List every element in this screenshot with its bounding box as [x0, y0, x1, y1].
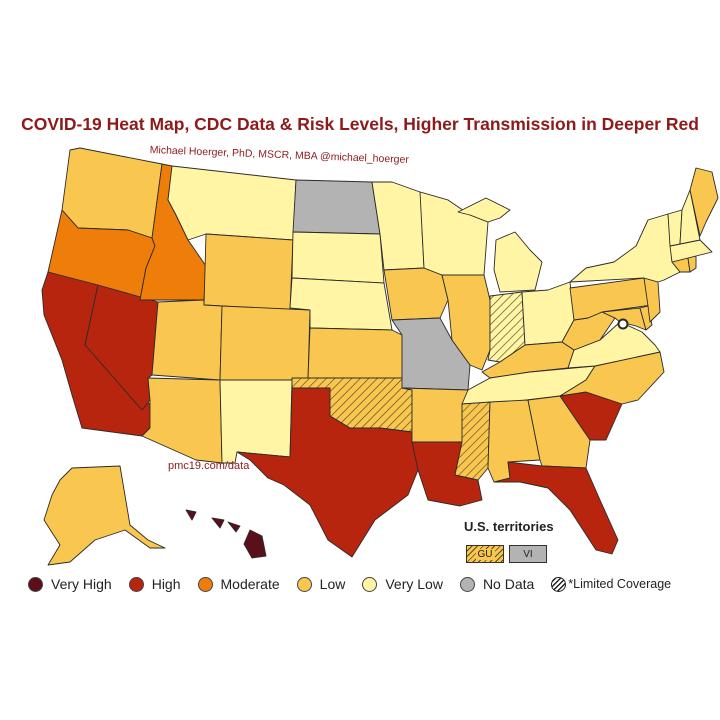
state-mt[interactable]	[167, 165, 297, 241]
legend-item-no-data: No Data	[459, 576, 535, 592]
state-tx[interactable]	[236, 387, 419, 558]
legend-item-limited-coverage: *Limited Coverage	[551, 576, 672, 592]
legend-swatch-limited-coverage	[551, 576, 567, 592]
legend-label: No Data	[482, 576, 535, 592]
legend-swatch-high	[128, 576, 144, 592]
territory-gu[interactable]: GU	[466, 545, 504, 563]
legend-item-high: High	[128, 576, 181, 592]
legend-swatch-low	[296, 576, 312, 592]
state-hi[interactable]	[185, 509, 267, 559]
state-wy[interactable]	[203, 233, 294, 311]
legend-swatch-very-low	[362, 576, 378, 592]
legend-item-very-high: Very High	[28, 576, 112, 592]
state-mo[interactable]	[391, 317, 471, 391]
state-me[interactable]	[689, 167, 719, 237]
state-nd[interactable]	[292, 179, 381, 235]
legend-swatch-moderate	[197, 576, 213, 592]
state-ak[interactable]	[43, 465, 166, 566]
state-nh[interactable]	[679, 189, 701, 245]
territory-vi-label: VI	[523, 549, 533, 560]
state-wa[interactable]	[61, 147, 163, 239]
state-az[interactable]	[141, 377, 223, 464]
legend: Very High High Moderate Low Very Low No …	[28, 574, 671, 594]
legend-item-very-low: Very Low	[362, 576, 443, 592]
map-title: COVID-19 Heat Map, CDC Data & Risk Level…	[21, 114, 699, 134]
legend-label: Low	[319, 576, 346, 592]
territory-vi[interactable]: VI	[509, 545, 547, 563]
state-sd[interactable]	[291, 231, 385, 284]
territories-title: U.S. territories	[464, 519, 554, 534]
state-nm[interactable]	[219, 379, 293, 464]
legend-item-low: Low	[296, 576, 346, 592]
legend-label: Very High	[51, 576, 112, 592]
state-mi[interactable]	[457, 197, 543, 293]
legend-label: *Limited Coverage	[568, 577, 672, 591]
legend-swatch-very-high	[28, 576, 43, 592]
state-ut[interactable]	[151, 299, 223, 381]
state-ny[interactable]	[569, 213, 681, 283]
state-ks[interactable]	[307, 327, 403, 379]
legend-label: High	[151, 576, 181, 592]
legend-label: Moderate	[220, 576, 280, 592]
territory-gu-label: GU	[475, 549, 495, 560]
state-co[interactable]	[219, 305, 311, 381]
dc-marker	[617, 318, 629, 330]
state-ar[interactable]	[401, 387, 469, 443]
legend-item-moderate: Moderate	[197, 576, 280, 592]
legend-swatch-no-data	[459, 576, 475, 592]
state-fl[interactable]	[493, 461, 619, 555]
legend-label: Very Low	[385, 576, 443, 592]
state-il[interactable]	[441, 274, 491, 371]
source-url: pmc19.com/data	[168, 460, 250, 472]
state-ia[interactable]	[383, 267, 449, 321]
